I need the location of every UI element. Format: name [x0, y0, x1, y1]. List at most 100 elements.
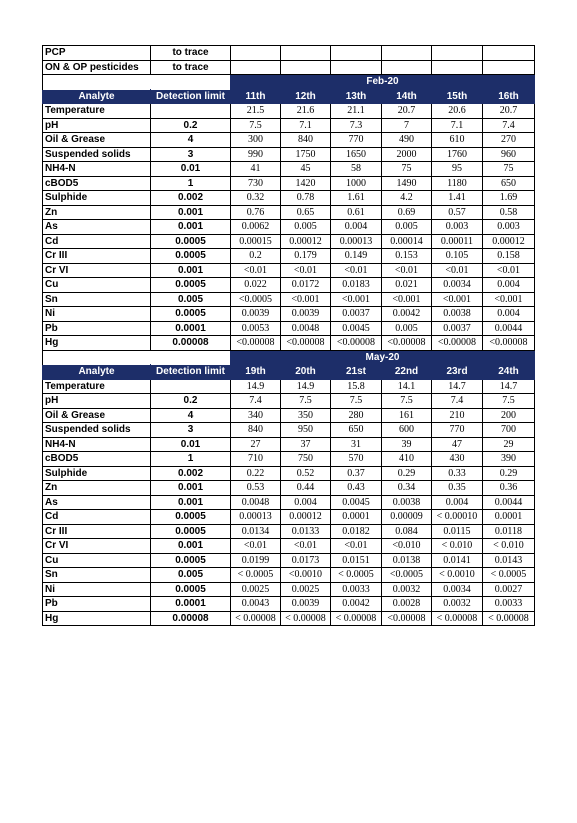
table-row: Cr III 0.0005 0.2 0.179 0.149 0.153 0.105 0.158 — [42, 248, 535, 264]
value-cell: 7.3 — [330, 117, 382, 133]
analyte-cell: Suspended solids — [42, 422, 151, 438]
value-cell: < 0.0005 — [230, 567, 281, 583]
value-cell: 0.003 — [482, 219, 535, 235]
value-cell: 650 — [482, 175, 535, 191]
value-cell: 0.0025 — [280, 581, 331, 597]
value-cell: 960 — [482, 146, 535, 162]
value-cell: 27 — [230, 436, 281, 452]
value-cell: 0.0062 — [230, 219, 281, 235]
value-cell: 0.00015 — [230, 233, 281, 249]
value-cell: 20.6 — [431, 103, 483, 119]
value-cell: 350 — [280, 407, 331, 423]
value-cell: 0.29 — [381, 465, 432, 481]
value-cell: 0.0134 — [230, 523, 281, 539]
value-cell: 0.00009 — [381, 509, 432, 525]
empty-cell — [381, 45, 432, 61]
day-header: 19th — [230, 364, 281, 380]
value-cell: 0.78 — [280, 190, 331, 206]
value-cell: <0.01 — [280, 262, 331, 278]
analyte-cell: pH — [42, 117, 151, 133]
value-cell: 0.36 — [482, 480, 535, 496]
table-row: Ni 0.0005 0.0039 0.0039 0.0037 0.0042 0.0038 0.… — [42, 306, 535, 322]
analyte-cell: Cr VI — [42, 262, 151, 278]
value-cell: <0.01 — [482, 262, 535, 278]
value-cell: 41 — [230, 161, 281, 177]
value-cell: 0.004 — [482, 306, 535, 322]
detection-limit-cell: 3 — [150, 146, 231, 162]
detection-limit-cell: 0.001 — [150, 262, 231, 278]
value-cell: 0.0039 — [280, 596, 331, 612]
value-cell: 0.0043 — [230, 596, 281, 612]
empty-cell — [381, 59, 432, 75]
detection-limit-cell: 0.001 — [150, 204, 231, 220]
value-cell: 0.0034 — [431, 277, 483, 293]
value-cell: 0.179 — [280, 248, 331, 264]
analyte-cell: NH4-N — [42, 161, 151, 177]
value-cell: 0.0044 — [482, 320, 535, 336]
value-cell: 0.0138 — [381, 552, 432, 568]
detection-limit-cell — [150, 378, 231, 394]
detection-limit-cell: 0.005 — [150, 567, 231, 583]
value-cell: < 0.00008 — [431, 610, 483, 626]
empty-cell — [230, 45, 281, 61]
value-cell: 650 — [330, 422, 382, 438]
value-cell: 0.0045 — [330, 320, 382, 336]
value-cell: 0.0133 — [280, 523, 331, 539]
analyte-cell: pH — [42, 393, 151, 409]
analyte-cell: Temperature — [42, 378, 151, 394]
table-row: Pb 0.0001 0.0053 0.0048 0.0045 0.005 0.0037 0.0… — [42, 320, 535, 336]
value-cell: < 0.010 — [431, 538, 483, 554]
value-cell: 0.0028 — [381, 596, 432, 612]
section-title-row: Feb-20 — [42, 74, 535, 90]
detection-limit-cell: 4 — [150, 407, 231, 423]
value-cell: 7.5 — [482, 393, 535, 409]
value-cell: 770 — [431, 422, 483, 438]
value-cell: 0.005 — [280, 219, 331, 235]
detection-limit-cell: 0.01 — [150, 436, 231, 452]
table-row: Hg 0.00008 < 0.00008 < 0.00008 < 0.00008 <0.0… — [42, 610, 535, 626]
value-cell: 21.5 — [230, 103, 281, 119]
value-cell: 0.0199 — [230, 552, 281, 568]
empty-cell — [482, 45, 535, 61]
value-cell: 1.41 — [431, 190, 483, 206]
value-cell: 950 — [280, 422, 331, 438]
header-row: Analyte Detection limit 19th 20th 21st 22nd 23… — [42, 364, 535, 380]
value-cell: 75 — [381, 161, 432, 177]
empty-cell — [230, 59, 281, 75]
value-cell: 2000 — [381, 146, 432, 162]
value-cell: <0.00008 — [230, 335, 281, 351]
empty-cell — [280, 45, 331, 61]
detection-limit-cell: 0.2 — [150, 393, 231, 409]
value-cell: <0.0005 — [381, 567, 432, 583]
table-row: Oil & Grease 4 340 350 280 161 210 200 — [42, 407, 535, 423]
value-cell: 0.0183 — [330, 277, 382, 293]
day-header: 13th — [330, 88, 382, 104]
value-cell: 0.004 — [482, 277, 535, 293]
value-cell: 0.52 — [280, 465, 331, 481]
value-cell: 47 — [431, 436, 483, 452]
analyte-cell: Zn — [42, 480, 151, 496]
value-cell: 7.1 — [280, 117, 331, 133]
value-cell: 75 — [482, 161, 535, 177]
analyte-cell: Oil & Grease — [42, 132, 151, 148]
header-row: Analyte Detection limit 11th 12th 13th 14th 15… — [42, 88, 535, 104]
value-cell: 0.0118 — [482, 523, 535, 539]
table-row: Cd 0.0005 0.00013 0.00012 0.0001 0.00009 < 0.0… — [42, 509, 535, 525]
value-cell: < 0.00010 — [431, 509, 483, 525]
value-cell: 20.7 — [381, 103, 432, 119]
value-cell: 0.0115 — [431, 523, 483, 539]
detection-limit-header: Detection limit — [150, 88, 231, 104]
table-row: Temperature 21.5 21.6 21.1 20.7 20.6 20.7 — [42, 103, 535, 119]
value-cell: 0.0039 — [230, 306, 281, 322]
value-cell: 710 — [230, 451, 281, 467]
value-cell: 0.00013 — [330, 233, 382, 249]
value-cell: 0.0033 — [330, 581, 382, 597]
value-cell: 750 — [280, 451, 331, 467]
detection-limit-cell: 0.001 — [150, 219, 231, 235]
value-cell: 14.7 — [482, 378, 535, 394]
value-cell: 7.4 — [482, 117, 535, 133]
value-cell: 430 — [431, 451, 483, 467]
value-cell: 0.005 — [381, 320, 432, 336]
empty-cell — [330, 59, 382, 75]
value-cell: <0.001 — [280, 291, 331, 307]
